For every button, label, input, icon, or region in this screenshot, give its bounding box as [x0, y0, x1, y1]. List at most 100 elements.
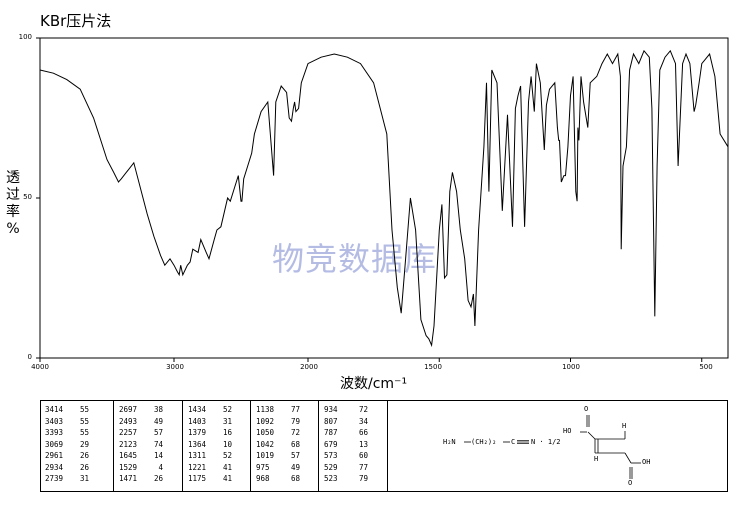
- x-axis-label: 波数/cm⁻¹: [340, 376, 408, 392]
- x-tick-label: 500: [699, 363, 713, 371]
- peak-transmittance: 26: [153, 474, 163, 483]
- peak-transmittance: 68: [290, 439, 300, 449]
- peak-transmittance: 66: [358, 428, 368, 437]
- peak-wavenumber: 1403: [188, 416, 207, 426]
- peak-row: 1364 10: [188, 439, 232, 451]
- peak-row: 1645 14: [119, 450, 163, 462]
- peak-row: 2739 31: [45, 473, 89, 485]
- peak-row: 1175 41: [188, 473, 232, 485]
- peak-wavenumber: 787: [324, 428, 338, 437]
- x-tick-label: 3000: [166, 363, 184, 371]
- peak-transmittance: 49: [153, 416, 163, 426]
- peak-wavenumber: 1645: [119, 451, 138, 460]
- atom-hydrogen-left: H: [594, 455, 599, 463]
- peak-row: 3393 55: [45, 427, 89, 439]
- peak-row: 807 34: [324, 416, 368, 428]
- peak-wavenumber: 2123: [119, 439, 138, 449]
- peak-transmittance: 68: [290, 474, 300, 483]
- y-axis-label-text: 透过率 %: [6, 170, 20, 237]
- peak-row: 529 77: [324, 462, 368, 474]
- peak-transmittance: 13: [358, 439, 368, 449]
- peak-transmittance: 55: [79, 428, 89, 437]
- peak-wavenumber: 3403: [45, 416, 64, 426]
- peak-wavenumber: 1050: [256, 428, 275, 437]
- peak-row: 1311 52: [188, 450, 232, 462]
- formula-carbon: C: [511, 438, 516, 446]
- peak-wavenumber: 2961: [45, 451, 64, 460]
- peak-row: 573 60: [324, 450, 368, 462]
- peak-column: 2697 38 2493 49 2257 57 2123 74 1645 14 1529 4 1471 2…: [119, 404, 163, 490]
- peak-row: 975 49: [256, 462, 300, 474]
- peak-wavenumber: 1221: [188, 462, 207, 472]
- peak-transmittance: 41: [222, 462, 232, 472]
- peak-wavenumber: 934: [324, 405, 338, 414]
- peak-column: 1138 77 1092 79 1050 72 1042 68 1019 57 975 49 968 68: [256, 404, 300, 490]
- peak-row: 934 72: [324, 404, 368, 416]
- peak-transmittance: 79: [358, 474, 368, 483]
- peak-transmittance: 14: [153, 451, 163, 460]
- peak-wavenumber: 1019: [256, 451, 275, 460]
- peak-transmittance: 16: [222, 428, 232, 437]
- peak-row: 1221 41: [188, 462, 232, 474]
- peak-row: 1042 68: [256, 439, 300, 451]
- x-tick-label: 1500: [424, 363, 442, 371]
- peak-wavenumber: 1092: [256, 416, 275, 426]
- peak-row: 787 66: [324, 427, 368, 439]
- peak-wavenumber: 1379: [188, 428, 207, 437]
- formula-amine: H₂N: [443, 438, 456, 446]
- chart-title: KBr压片法: [40, 12, 112, 30]
- peak-row: 2697 38: [119, 404, 163, 416]
- peak-column: 1434 52 1403 31 1379 16 1364 10 1311 52 1221 41 1175…: [188, 404, 232, 490]
- peak-column: 934 72 807 34 787 66 679 13 573 60 529 77 523 79: [324, 404, 368, 490]
- x-tick-label: 2000: [300, 363, 318, 371]
- peak-transmittance: 26: [79, 462, 89, 472]
- peak-transmittance: 38: [153, 405, 163, 414]
- peak-row: 968 68: [256, 473, 300, 485]
- peak-transmittance: 4: [158, 462, 163, 472]
- watermark: 物竞数据库: [272, 240, 438, 278]
- peak-transmittance: 57: [153, 428, 163, 437]
- peak-transmittance: 41: [222, 474, 232, 483]
- peak-wavenumber: 807: [324, 416, 338, 426]
- peak-transmittance: 60: [358, 451, 368, 460]
- y-axis-label: 透过率 %: [4, 170, 22, 238]
- peak-transmittance: 31: [222, 416, 232, 426]
- peak-row: 679 13: [324, 439, 368, 451]
- peak-row: 3069 29: [45, 439, 89, 451]
- peak-row: 1434 52: [188, 404, 232, 416]
- peak-wavenumber: 1042: [256, 439, 275, 449]
- peak-row: 1138 77: [256, 404, 300, 416]
- peak-row: 1092 79: [256, 416, 300, 428]
- peak-wavenumber: 1175: [188, 474, 207, 483]
- peak-row: 1529 4: [119, 462, 163, 474]
- atom-hydroxyl-left: HO: [563, 427, 572, 435]
- y-tick-marks: [36, 37, 40, 359]
- atom-oxygen-top: O: [584, 405, 589, 413]
- peak-wavenumber: 1138: [256, 405, 275, 414]
- peak-transmittance: 72: [290, 428, 300, 437]
- peak-row: 2934 26: [45, 462, 89, 474]
- peak-transmittance: 10: [222, 439, 232, 449]
- peak-transmittance: 26: [79, 451, 89, 460]
- peak-column: 3414 55 3403 55 3393 55 3069 29 2961 26 2934 26 2739…: [45, 404, 89, 490]
- peak-transmittance: 79: [290, 416, 300, 426]
- peak-wavenumber: 1471: [119, 474, 138, 483]
- peak-transmittance: 34: [358, 416, 368, 426]
- spectrum-line: [39, 49, 729, 348]
- peak-transmittance: 77: [290, 405, 300, 414]
- y-tick-label: 50: [23, 193, 32, 201]
- x-tick-label: 1000: [562, 363, 580, 371]
- x-tick-marks: [39, 358, 703, 362]
- y-tick-label: 0: [27, 353, 32, 361]
- peak-transmittance: 72: [358, 405, 368, 414]
- peak-row: 3414 55: [45, 404, 89, 416]
- peak-transmittance: 31: [79, 474, 89, 483]
- peak-wavenumber: 1529: [119, 462, 138, 472]
- peak-transmittance: 49: [290, 462, 300, 472]
- peak-wavenumber: 2257: [119, 428, 138, 437]
- peak-wavenumber: 2493: [119, 416, 138, 426]
- peak-row: 1403 31: [188, 416, 232, 428]
- spectrum-plot: [36, 37, 729, 362]
- peak-row: 2257 57: [119, 427, 163, 439]
- peak-transmittance: 77: [358, 462, 368, 472]
